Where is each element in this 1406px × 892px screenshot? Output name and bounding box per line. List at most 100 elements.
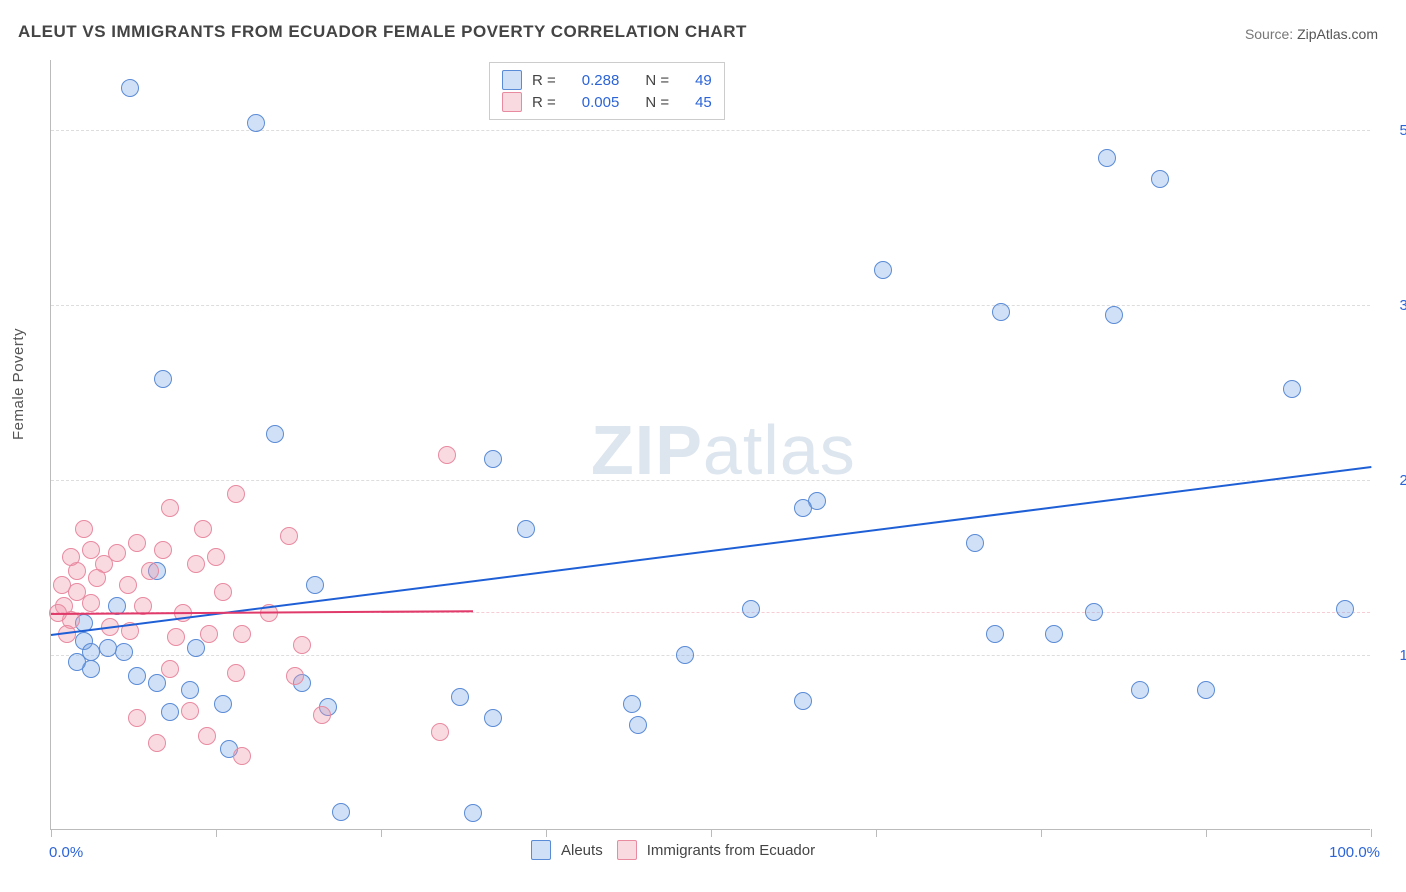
point-ecuador	[119, 576, 137, 594]
point-ecuador	[53, 576, 71, 594]
point-ecuador	[161, 660, 179, 678]
point-aleuts	[484, 450, 502, 468]
point-ecuador	[128, 709, 146, 727]
point-ecuador	[200, 625, 218, 643]
x-tick	[711, 829, 712, 837]
x-tick	[1371, 829, 1372, 837]
point-ecuador	[75, 520, 93, 538]
point-aleuts	[187, 639, 205, 657]
point-aleuts	[1085, 603, 1103, 621]
legend-label: Aleuts	[561, 842, 603, 859]
point-aleuts	[874, 261, 892, 279]
point-ecuador	[181, 702, 199, 720]
point-ecuador	[313, 706, 331, 724]
legend-row: R =0.005N =45	[502, 91, 712, 113]
y-tick-label: 50.0%	[1384, 122, 1406, 139]
point-ecuador	[293, 636, 311, 654]
point-ecuador	[82, 541, 100, 559]
point-aleuts	[1098, 149, 1116, 167]
source-label: Source:	[1245, 26, 1297, 42]
grid-line	[51, 655, 1370, 656]
x-tick	[381, 829, 382, 837]
point-aleuts	[742, 600, 760, 618]
n-value: 49	[695, 72, 712, 89]
legend-row: R =0.288N =49	[502, 69, 712, 91]
chart-container: ALEUT VS IMMIGRANTS FROM ECUADOR FEMALE …	[0, 0, 1406, 892]
watermark-zip: ZIP	[591, 411, 703, 489]
point-ecuador	[438, 446, 456, 464]
legend-item: Immigrants from Ecuador	[617, 840, 815, 860]
grid-line	[51, 480, 1370, 481]
point-aleuts	[148, 674, 166, 692]
plot-area: ZIPatlas 12.5%25.0%37.5%50.0%0.0%100.0%R…	[50, 60, 1370, 830]
point-aleuts	[181, 681, 199, 699]
x-tick	[1206, 829, 1207, 837]
point-aleuts	[1131, 681, 1149, 699]
x-axis-min-label: 0.0%	[49, 844, 83, 861]
point-aleuts	[214, 695, 232, 713]
n-label: N =	[645, 94, 669, 111]
point-aleuts	[623, 695, 641, 713]
point-aleuts	[128, 667, 146, 685]
legend-swatch	[531, 840, 551, 860]
legend-label: Immigrants from Ecuador	[647, 842, 815, 859]
point-aleuts	[517, 520, 535, 538]
point-aleuts	[966, 534, 984, 552]
point-ecuador	[198, 727, 216, 745]
point-ecuador	[148, 734, 166, 752]
point-ecuador	[227, 485, 245, 503]
point-ecuador	[141, 562, 159, 580]
point-ecuador	[214, 583, 232, 601]
point-aleuts	[1197, 681, 1215, 699]
watermark-atlas: atlas	[703, 411, 856, 489]
point-aleuts	[986, 625, 1004, 643]
x-axis-max-label: 100.0%	[1329, 844, 1380, 861]
point-aleuts	[82, 643, 100, 661]
point-ecuador	[154, 541, 172, 559]
point-aleuts	[464, 804, 482, 822]
correlation-legend: R =0.288N =49R =0.005N =45	[489, 62, 725, 120]
point-ecuador	[227, 664, 245, 682]
point-ecuador	[286, 667, 304, 685]
point-aleuts	[121, 79, 139, 97]
chart-title: ALEUT VS IMMIGRANTS FROM ECUADOR FEMALE …	[18, 22, 747, 42]
point-ecuador	[82, 594, 100, 612]
point-ecuador	[233, 625, 251, 643]
x-tick	[876, 829, 877, 837]
x-tick	[216, 829, 217, 837]
point-aleuts	[161, 703, 179, 721]
point-ecuador	[187, 555, 205, 573]
point-ecuador	[161, 499, 179, 517]
point-aleuts	[992, 303, 1010, 321]
point-ecuador	[431, 723, 449, 741]
point-aleuts	[154, 370, 172, 388]
point-ecuador	[280, 527, 298, 545]
y-tick-label: 12.5%	[1384, 647, 1406, 664]
source-value: ZipAtlas.com	[1297, 26, 1378, 42]
point-ecuador	[62, 548, 80, 566]
legend-item: Aleuts	[531, 840, 603, 860]
point-ecuador	[207, 548, 225, 566]
trend-line-aleuts	[51, 466, 1371, 636]
point-aleuts	[1283, 380, 1301, 398]
r-label: R =	[532, 94, 556, 111]
source-attribution: Source: ZipAtlas.com	[1245, 26, 1378, 42]
legend-swatch	[617, 840, 637, 860]
point-aleuts	[1336, 600, 1354, 618]
r-value: 0.288	[582, 72, 620, 89]
point-aleuts	[266, 425, 284, 443]
watermark: ZIPatlas	[591, 410, 856, 490]
point-aleuts	[1045, 625, 1063, 643]
point-aleuts	[247, 114, 265, 132]
legend-swatch	[502, 92, 522, 112]
series-legend: Aleuts Immigrants from Ecuador	[531, 840, 815, 860]
x-tick	[546, 829, 547, 837]
r-value: 0.005	[582, 94, 620, 111]
legend-swatch	[502, 70, 522, 90]
x-tick	[1041, 829, 1042, 837]
point-aleuts	[484, 709, 502, 727]
point-aleuts	[1105, 306, 1123, 324]
point-aleuts	[332, 803, 350, 821]
point-aleuts	[306, 576, 324, 594]
y-tick-label: 25.0%	[1384, 472, 1406, 489]
